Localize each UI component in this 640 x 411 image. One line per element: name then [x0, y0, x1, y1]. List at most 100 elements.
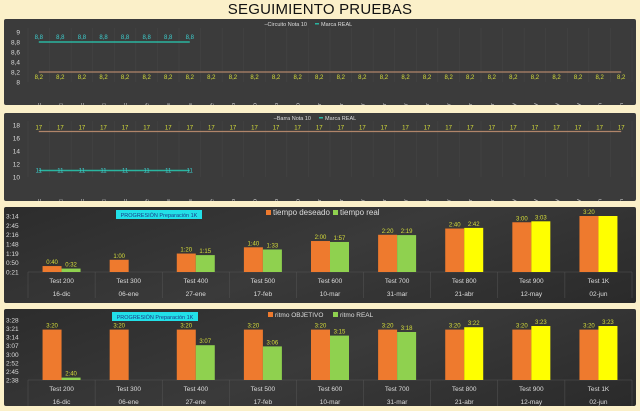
x-tick-label: 14-abr [447, 103, 453, 105]
bar-real-label: 2:42 [468, 222, 480, 228]
x-tick-label: 21-abr [468, 103, 474, 105]
legend-target: –Barra Nota 10 [274, 116, 311, 122]
x-tick-label: 12-may [533, 199, 539, 201]
chart-title-badge [116, 210, 202, 219]
bar-real-label: 3:06 [267, 340, 279, 346]
legend-label: ritmo REAL [340, 312, 374, 319]
legend-real-swatch [315, 23, 319, 25]
x-tick-label: 03-mar [317, 103, 323, 105]
x-tick-label: 09-jun [619, 103, 625, 105]
bar-target-label: 2:00 [315, 235, 327, 241]
target-value-label: 17 [316, 126, 323, 132]
bar-target [579, 329, 599, 380]
bar-target-label: 1:20 [180, 248, 192, 254]
target-value-label: 8,2 [293, 75, 302, 81]
x-tick-label: 17-mar [360, 103, 366, 105]
y-tick-label: 3:00 [6, 352, 19, 359]
bar-real-label: 2:19 [401, 229, 413, 235]
bar-target [512, 329, 532, 380]
x-category-label: Test 800 [452, 278, 477, 285]
target-value-label: 17 [575, 126, 582, 132]
x-tick-label: 17-feb [274, 103, 280, 105]
target-value-label: 8,2 [401, 75, 410, 81]
x-tick-label: 20-ene [188, 199, 194, 201]
bar-target [42, 266, 62, 272]
x-date-label: 31-mar [387, 291, 408, 298]
bar-target-label: 0:40 [46, 260, 58, 266]
target-value-label: 17 [122, 126, 129, 132]
y-tick-label: 8,2 [11, 70, 20, 77]
chart-ritmo-panel: 3:28 3:21 3:14 3:07 3:00 2:52 2:45 2:38 PROGRESI… [4, 309, 636, 406]
x-tick-label: 27-ene [209, 199, 215, 201]
target-value-label: 8,2 [358, 75, 367, 81]
target-value-label: 17 [165, 126, 172, 132]
x-tick-label: 30-dic [123, 199, 129, 201]
y-tick-label: 0:50 [6, 260, 19, 267]
x-tick-label: 10-feb [253, 103, 259, 105]
legend-real-swatch [319, 117, 323, 119]
x-tick-label: 31-mar [404, 199, 410, 201]
x-tick-label: 06-ene [145, 199, 151, 201]
bar-target-label: 3:20 [583, 210, 595, 216]
bar-real-label: 0:32 [65, 263, 77, 269]
x-tick-label: 19-may [555, 103, 561, 105]
bar-target [378, 329, 398, 380]
x-tick-label: 24-mar [382, 199, 388, 201]
chart-tiempo-panel: 3:14 2:45 2:16 1:48 1:19 0:50 0:21 PROGRESIÓN P… [4, 207, 636, 303]
bar-real-label: 3:18 [401, 326, 413, 332]
bar-target-label: 1:00 [113, 254, 125, 260]
x-date-label: 27-ene [186, 291, 207, 298]
real-value-label: 8,8 [99, 35, 108, 41]
y-tick-label: 12 [13, 162, 21, 169]
target-value-label: 8,2 [250, 75, 259, 81]
x-category-label: Test 900 [519, 278, 544, 285]
target-value-label: 8,2 [272, 75, 281, 81]
chart-title: PROGRESIÓN Preparación 1K [121, 212, 198, 219]
y-tick-label: 3:28 [6, 318, 19, 325]
y-tick-label: 14 [13, 149, 21, 156]
bar-target [445, 329, 465, 380]
target-value-label: 8,2 [35, 75, 44, 81]
target-value-label: 8,2 [444, 75, 453, 81]
target-value-label: 17 [553, 126, 560, 132]
target-value-label: 8,2 [552, 75, 561, 81]
x-category-label: Test 300 [116, 278, 141, 285]
target-value-label: 8,2 [142, 75, 151, 81]
target-value-label: 8,2 [617, 75, 626, 81]
x-date-label: 10-mar [320, 399, 341, 406]
x-tick-label: 02-dic [37, 103, 43, 105]
x-tick-label: 26-may [576, 103, 582, 105]
bar-real [464, 327, 484, 380]
x-date-label: 02-jun [589, 399, 607, 406]
bar-target [176, 329, 196, 380]
target-value-label: 17 [424, 126, 431, 132]
target-value-label: 17 [596, 126, 603, 132]
bar-real [262, 346, 282, 380]
target-value-label: 17 [294, 126, 301, 132]
x-category-label: Test 400 [183, 278, 208, 285]
target-value-label: 17 [186, 126, 193, 132]
bar-real-label: 3:23 [535, 320, 547, 326]
bar-real-label: 3:07 [199, 339, 211, 345]
bar-target [579, 216, 599, 272]
y-tick-label: 16 [13, 136, 21, 143]
x-tick-label: 20-ene [188, 103, 194, 105]
target-value-label: 8,2 [423, 75, 432, 81]
target-value-label: 17 [337, 126, 344, 132]
real-value-label: 8,8 [121, 35, 130, 41]
bar-target-label: 3:20 [382, 324, 394, 330]
x-date-label: 17-feb [254, 291, 273, 298]
bar-target [243, 247, 263, 272]
y-tick-label: 8,6 [11, 50, 20, 57]
bar-target-label: 2:40 [449, 223, 461, 229]
bar-real-label: 3:03 [535, 215, 547, 221]
target-value-label: 8,2 [574, 75, 583, 81]
x-category-label: Test 1K [588, 386, 610, 393]
bar-target [378, 234, 398, 272]
y-tick-label: 2:38 [6, 378, 19, 385]
bar-real [598, 216, 618, 272]
bar-target-label: 3:20 [113, 324, 125, 330]
x-tick-label: 12-may [533, 103, 539, 105]
x-tick-label: 13-ene [166, 103, 172, 105]
y-tick-label: 2:45 [6, 223, 19, 230]
